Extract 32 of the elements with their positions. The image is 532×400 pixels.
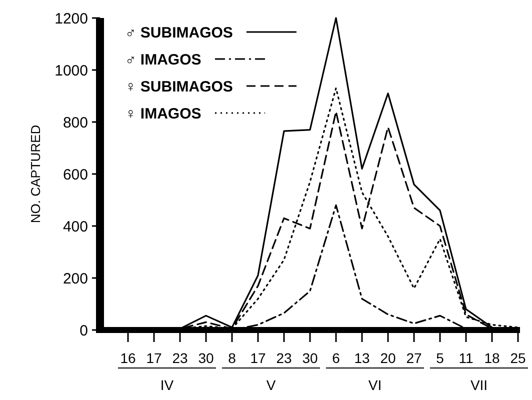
legend-label: ♂ IMAGOS: [125, 51, 202, 68]
x-tick-label: 18: [484, 350, 500, 366]
x-tick-label: 17: [250, 350, 266, 366]
x-tick-label: 16: [120, 350, 136, 366]
y-tick-label: 600: [62, 166, 88, 184]
x-tick-label: 30: [302, 350, 318, 366]
y-tick-label: 0: [80, 322, 88, 340]
x-tick-label: 6: [332, 350, 340, 366]
y-axis-title: NO. CAPTURED: [28, 124, 43, 224]
x-tick-label: 8: [228, 350, 236, 366]
x-tick-label: 13: [354, 350, 370, 366]
legend-label: ♀ IMAGOS: [125, 105, 202, 122]
legend-label: ♂ SUBIMAGOS: [125, 24, 233, 42]
x-tick-label: 23: [276, 350, 292, 366]
text: VII: [470, 377, 488, 393]
legend-label: ♀ SUBIMAGOS: [125, 78, 233, 96]
x-tick-label: 25: [510, 350, 526, 366]
text: V: [266, 377, 276, 393]
x-tick-label: 20: [380, 350, 396, 366]
y-tick-label: 800: [62, 114, 88, 132]
y-tick-label: 200: [62, 270, 88, 288]
y-tick-label: 400: [62, 218, 88, 236]
x-tick-label: 17: [146, 350, 162, 366]
x-tick-label: 23: [172, 350, 188, 366]
x-tick-label: 27: [406, 350, 422, 366]
y-tick-label: 1000: [54, 62, 88, 80]
y-tick-label: 1200: [54, 10, 88, 28]
x-tick-label: 11: [458, 350, 474, 366]
text: VI: [368, 377, 382, 393]
text: IV: [160, 377, 174, 393]
x-tick-label: 30: [198, 350, 214, 366]
x-tick-label: 5: [436, 350, 444, 366]
